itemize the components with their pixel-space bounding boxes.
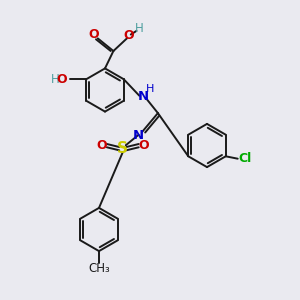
Text: O: O: [123, 29, 134, 42]
Text: H: H: [135, 22, 144, 35]
Text: CH₃: CH₃: [88, 262, 110, 275]
Text: S: S: [117, 141, 128, 156]
Text: N: N: [138, 90, 149, 103]
Text: H: H: [51, 73, 60, 86]
Text: N: N: [133, 129, 144, 142]
Text: O: O: [57, 73, 68, 86]
Text: O: O: [96, 139, 107, 152]
Text: O: O: [139, 139, 149, 152]
Text: O: O: [88, 28, 99, 41]
Text: Cl: Cl: [238, 152, 251, 165]
Text: H: H: [146, 84, 154, 94]
